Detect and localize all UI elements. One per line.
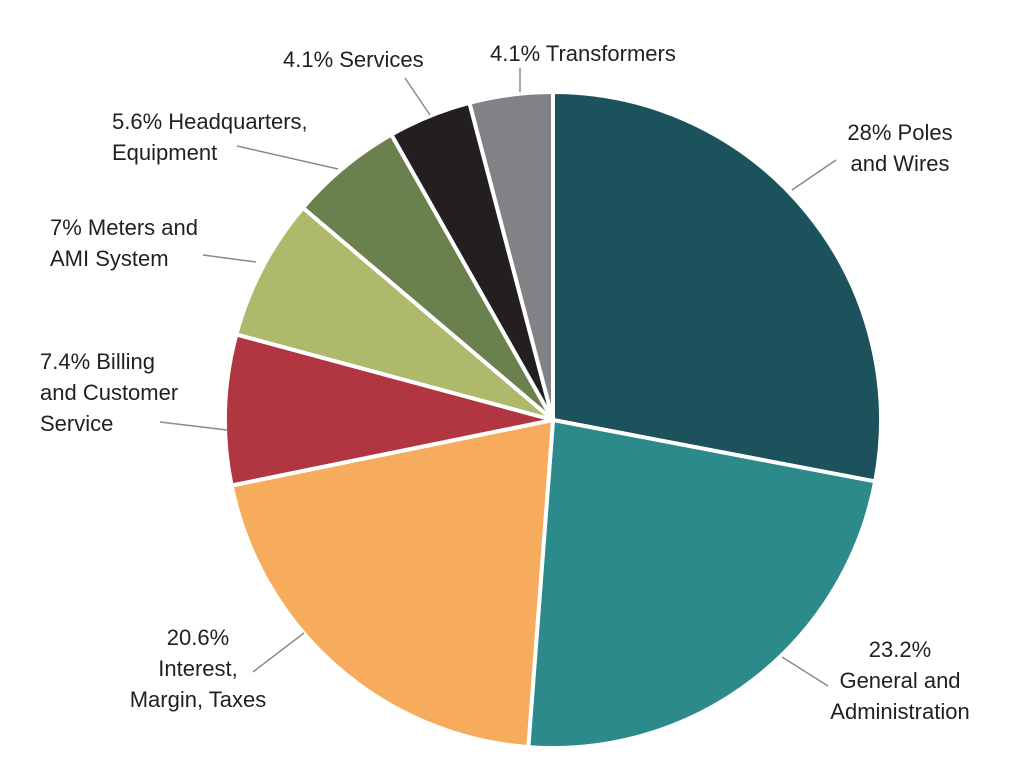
slice-label-0: 28% Poles and Wires (847, 120, 952, 176)
slice-label-line: 4.1% Transformers (490, 41, 676, 66)
slice-label-4: 7% Meters and AMI System (50, 215, 198, 271)
leader-line-6 (404, 77, 431, 116)
slice-label-line: 23.2% (869, 637, 931, 662)
pie-slice-3 (223, 332, 555, 488)
slice-label-6: 4.1% Services (283, 47, 424, 72)
slice-label-1: 23.2% General and Administration (830, 637, 969, 724)
pie-slice-4 (234, 205, 555, 422)
slice-label-line: Administration (830, 699, 969, 724)
slice-label-line: and Customer (40, 380, 178, 405)
slice-label-line: Margin, Taxes (130, 687, 267, 712)
slice-label-line: 5.6% Headquarters, (112, 109, 308, 134)
slice-label-line: AMI System (50, 246, 169, 271)
slice-labels: 28% Poles and Wires 23.2% General and Admini… (40, 41, 970, 724)
slice-label-line: Service (40, 411, 113, 436)
slice-label-line: 28% Poles (847, 120, 952, 145)
slice-label-line: 7% Meters and (50, 215, 198, 240)
slice-label-line: Equipment (112, 140, 217, 165)
slice-label-2: 20.6% Interest, Margin, Taxes (130, 625, 267, 712)
slice-label-5: 5.6% Headquarters, Equipment (112, 109, 308, 165)
pie-slice-0 (551, 90, 883, 484)
leader-line-0 (791, 159, 837, 191)
slice-label-line: and Wires (850, 151, 949, 176)
slice-label-line: 7.4% Billing (40, 349, 155, 374)
slice-label-line: 4.1% Services (283, 47, 424, 72)
leader-line-1 (781, 656, 829, 687)
slice-label-line: General and (839, 668, 960, 693)
slice-label-7: 4.1% Transformers (490, 41, 676, 66)
pie-slice-7 (467, 90, 555, 422)
slice-label-line: Interest, (158, 656, 237, 681)
label-leader-lines (159, 68, 837, 687)
slice-label-line: 20.6% (167, 625, 229, 650)
pie-slices (223, 90, 883, 750)
leader-line-3 (159, 421, 228, 431)
leader-line-4 (202, 254, 257, 263)
slice-label-3: 7.4% Billing and Customer Service (40, 349, 178, 436)
leader-line-2 (252, 632, 305, 673)
leader-line-5 (236, 145, 339, 170)
pie-slice-1 (526, 418, 878, 750)
pie-slice-2 (229, 418, 555, 750)
